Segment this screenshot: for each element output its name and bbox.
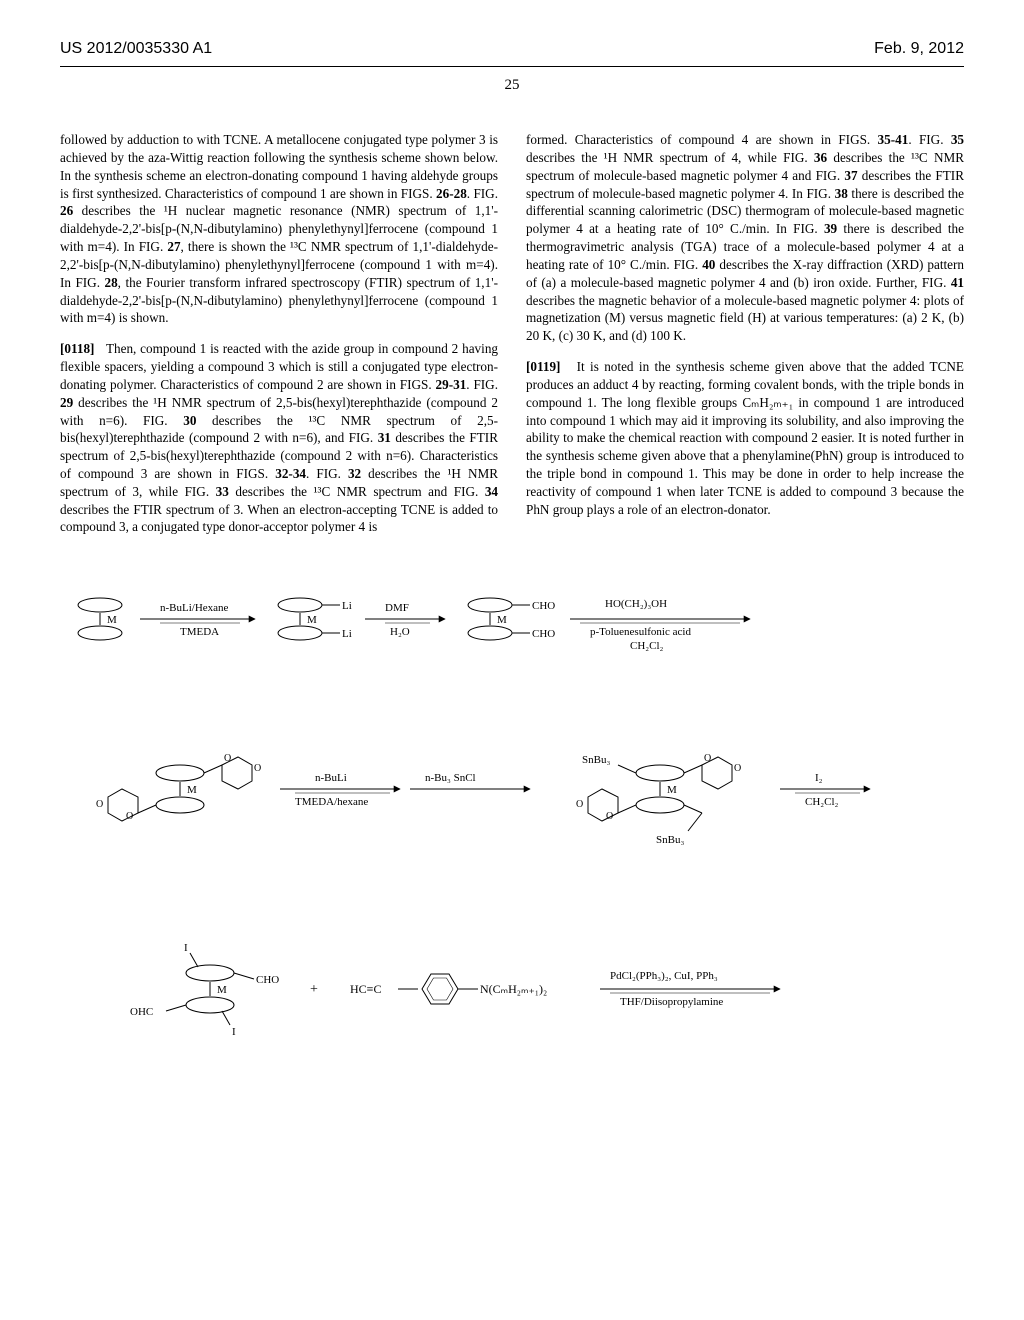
label-o: O [224, 753, 231, 764]
text: . FIG. [467, 186, 498, 201]
fig-ref: 30 [183, 413, 196, 428]
text: Then, compound 1 is reacted with the azi… [60, 341, 498, 392]
label-o: O [606, 811, 613, 822]
text: describes the ¹H NMR spectrum of 4, whil… [526, 150, 814, 165]
paragraph-0119: [0119] It is noted in the synthesis sche… [526, 358, 964, 518]
reagent: TMEDA/hexane [295, 796, 368, 808]
paragraph-continuation: followed by adduction to with TCNE. A me… [60, 131, 498, 327]
label-o: O [704, 753, 711, 764]
label-m: M [187, 784, 197, 796]
reagent: n-BuLi/Hexane [160, 602, 229, 614]
label-o: O [734, 763, 741, 774]
fig-ref: 40 [702, 257, 715, 272]
label-li: Li [342, 600, 352, 612]
page: US 2012/0035330 A1 Feb. 9, 2012 25 follo… [0, 0, 1024, 1320]
label-o: O [126, 811, 133, 822]
text: describes the magnetic behavior of a mol… [526, 293, 964, 344]
reagent: I₂ [815, 772, 823, 784]
fig-ref: 37 [844, 168, 857, 183]
fig-ref: 35-41 [878, 132, 909, 147]
text: . FIG. [466, 377, 498, 392]
label-ncm: N(CₘH₂ₘ₊₁)₂ [480, 982, 547, 996]
label-m: M [107, 614, 117, 626]
label-cho: CHO [532, 600, 555, 612]
row3: M I CHO OHC I + HC≡C [130, 942, 780, 1038]
text: It is noted in the synthesis scheme give… [526, 359, 964, 517]
para-number: [0118] [60, 341, 94, 356]
label-o: O [254, 763, 261, 774]
text: describes the ¹³C NMR spectrum and FIG. [229, 484, 485, 499]
label-hcc: HC≡C [350, 982, 381, 996]
reagent: CH₂Cl₂ [805, 796, 839, 808]
para-number: [0119] [526, 359, 560, 374]
page-header: US 2012/0035330 A1 Feb. 9, 2012 [60, 40, 964, 58]
label-cho: CHO [532, 628, 555, 640]
patent-id: US 2012/0035330 A1 [60, 40, 212, 58]
reagent: PdCl₂(PPh₃)₂, CuI, PPh₃ [610, 970, 718, 982]
text: formed. Characteristics of compound 4 ar… [526, 132, 878, 147]
reagent: THF/Diisopropylamine [620, 996, 723, 1008]
label-o: O [96, 799, 103, 810]
row2: M O O O O n-BuLi TMEDA/hexane n-B [96, 753, 870, 846]
reagent: CH₂Cl₂ [630, 640, 664, 652]
left-column: followed by adduction to with TCNE. A me… [60, 118, 498, 549]
fig-ref: 38 [835, 186, 848, 201]
reagent: H₂O [390, 626, 410, 638]
fig-ref: 33 [216, 484, 229, 499]
reagent: n-Bu₃ SnCl [425, 772, 476, 784]
fig-ref: 36 [814, 150, 827, 165]
label-li: Li [342, 628, 352, 640]
text: . FIG. [306, 466, 348, 481]
label-snbu3: SnBu₃ [582, 754, 610, 766]
synthesis-scheme: M n-BuLi/Hexane TMEDA M Li Li DMF [60, 579, 964, 1139]
label-m: M [667, 784, 677, 796]
page-number: 25 [60, 77, 964, 94]
text-columns: followed by adduction to with TCNE. A me… [60, 118, 964, 549]
fig-ref: 39 [824, 221, 837, 236]
fig-ref: 29-31 [436, 377, 467, 392]
header-rule [60, 66, 964, 67]
fig-ref: 26 [60, 203, 73, 218]
text: followed by adduction to with TCNE. A me… [60, 132, 498, 200]
label-snbu3: SnBu₃ [656, 834, 684, 846]
label-o: O [576, 799, 583, 810]
text: . FIG. [908, 132, 950, 147]
text: describes the FTIR spectrum of 3. When a… [60, 502, 498, 535]
paragraph-0118: [0118] Then, compound 1 is reacted with … [60, 340, 498, 536]
paragraph-continuation-right: formed. Characteristics of compound 4 ar… [526, 131, 964, 345]
reagent: TMEDA [180, 626, 219, 638]
fig-ref: 41 [951, 275, 964, 290]
fig-ref: 32 [348, 466, 361, 481]
plus-sign: + [310, 982, 318, 997]
patent-date: Feb. 9, 2012 [874, 40, 964, 58]
label-m: M [307, 614, 317, 626]
reagent: n-BuLi [315, 772, 347, 784]
row1: M n-BuLi/Hexane TMEDA M Li Li DMF [78, 598, 750, 652]
reagent: p-Toluenesulfonic acid [590, 626, 691, 638]
fig-ref: 34 [485, 484, 498, 499]
fig-ref: 29 [60, 395, 73, 410]
reagent: HO(CH₂)₃OH [605, 598, 667, 610]
label-ohc: OHC [130, 1006, 153, 1018]
label-m: M [497, 614, 507, 626]
label-m: M [217, 984, 227, 996]
text: , the Fourier transform infrared spectro… [60, 275, 498, 326]
fig-ref: 31 [378, 430, 391, 445]
fig-ref: 35 [951, 132, 964, 147]
label-i: I [184, 942, 188, 954]
fig-ref: 28 [104, 275, 117, 290]
fig-ref: 32-34 [275, 466, 306, 481]
label-i: I [232, 1026, 236, 1038]
reagent: DMF [385, 602, 409, 614]
scheme-svg: M n-BuLi/Hexane TMEDA M Li Li DMF [60, 579, 964, 1139]
right-column: formed. Characteristics of compound 4 ar… [526, 118, 964, 549]
fig-ref: 26-28 [436, 186, 467, 201]
fig-ref: 27 [167, 239, 180, 254]
label-cho: CHO [256, 974, 279, 986]
